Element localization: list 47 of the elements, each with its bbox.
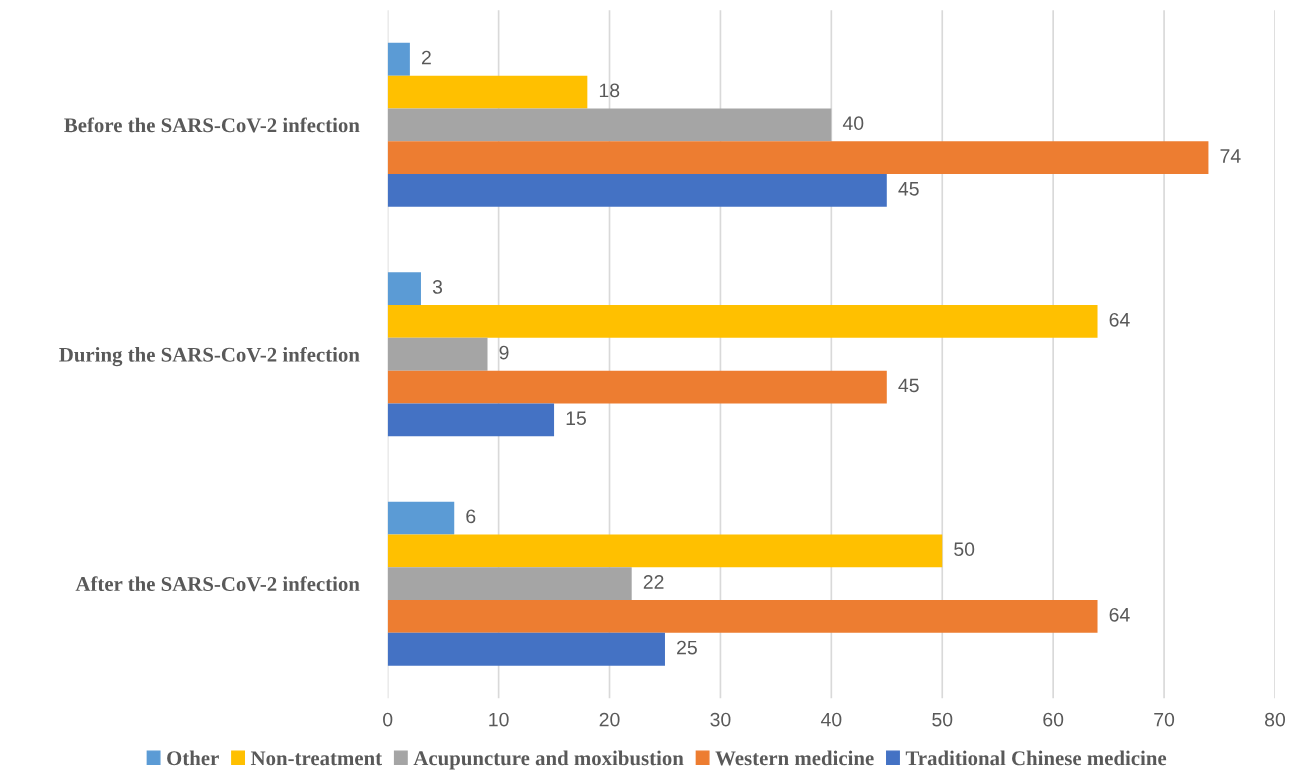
bar [387,632,665,666]
data-label: 15 [566,411,586,426]
bar [387,108,832,142]
x-tick-label: 60 [1043,712,1064,727]
x-tick-label: 10 [489,712,509,727]
data-label: 64 [1109,312,1130,327]
bar [387,337,488,371]
x-tick-label: 0 [383,712,393,727]
legend-label: Western medicine [715,750,874,766]
data-label: 50 [954,542,975,557]
data-label: 6 [466,509,476,524]
data-label: 64 [1109,607,1130,622]
bar [387,370,887,404]
y-tick-label: After the SARS-CoV-2 infection [75,576,360,592]
data-label: 9 [499,345,509,360]
data-label: 40 [842,116,864,131]
x-tick-label: 70 [1154,712,1175,727]
data-label: 25 [677,640,697,655]
data-label: 22 [643,575,664,589]
x-tick-label: 80 [1265,712,1286,727]
bar [387,75,588,109]
y-tick-label: Before the SARS-CoV-2 infection [64,117,360,133]
x-tick-label: 50 [932,712,953,727]
bar [387,501,455,535]
bar [387,600,1098,633]
legend-label: Acupuncture and moxibustion [413,750,684,770]
bar [387,305,1098,338]
bar [387,272,421,306]
bar [387,141,1209,175]
data-label: 2 [421,50,431,65]
bar [387,403,555,437]
bar [387,174,887,207]
x-tick-label: 20 [599,712,620,727]
legend-label: Other [167,750,219,766]
bar [387,42,410,76]
bar [387,534,943,568]
data-label: 45 [898,378,919,393]
data-label: 18 [599,83,620,98]
data-label: 45 [898,182,919,196]
y-tick-label: During the SARS-CoV-2 infection [59,346,360,367]
data-label: 3 [432,280,443,294]
data-label: 74 [1220,149,1241,163]
x-tick-label: 30 [710,712,731,727]
legend-label: Non-treatment [250,751,382,766]
x-tick-label: 40 [820,712,842,727]
bar [387,567,632,601]
legend-label: Traditional Chinese medicine [905,750,1167,766]
